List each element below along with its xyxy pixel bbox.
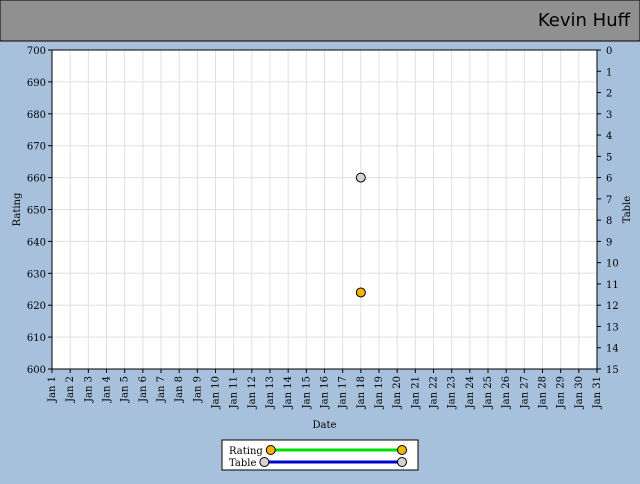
x-tick-label: Jan 10 xyxy=(211,376,222,409)
legend-label: Rating xyxy=(229,446,263,457)
x-tick-label: Jan 4 xyxy=(102,376,113,403)
header-title: Kevin Huff xyxy=(538,10,631,31)
x-tick-label: Jan 26 xyxy=(501,376,512,409)
x-tick-label: Jan 24 xyxy=(465,376,476,409)
y2-tick-label: 9 xyxy=(606,237,612,248)
x-tick-label: Jan 1 xyxy=(47,376,58,403)
y2-tick-label: 8 xyxy=(606,216,612,227)
point xyxy=(355,172,366,183)
y2-tick-label: 14 xyxy=(606,344,619,355)
y-tick-label: 690 xyxy=(27,78,46,89)
plot-frame xyxy=(51,49,598,370)
x-tick-label: Jan 29 xyxy=(556,376,567,409)
y-tick-label: 650 xyxy=(27,206,46,217)
point xyxy=(355,287,366,298)
x-tick-label: Jan 9 xyxy=(192,376,203,403)
x-tick-label: Jan 14 xyxy=(283,376,294,409)
y2-tick-label: 0 xyxy=(606,46,612,57)
y2-tick-label: 13 xyxy=(606,322,619,333)
x-tick-label: Jan 19 xyxy=(374,376,385,409)
y2-tick-label: 3 xyxy=(606,110,612,121)
y2-tick-label: 4 xyxy=(606,131,612,142)
x-tick-label: Jan 30 xyxy=(574,376,585,409)
x-tick-label: Jan 8 xyxy=(174,376,185,403)
y-tick-label: 660 xyxy=(27,174,46,185)
x-tick-label: Jan 12 xyxy=(247,376,258,409)
x-tick-label: Jan 17 xyxy=(338,376,349,409)
legend-box xyxy=(221,439,419,471)
x-tick-label: Jan 13 xyxy=(265,376,276,409)
x-tick-label: Jan 20 xyxy=(392,376,403,409)
header-bar xyxy=(0,0,640,42)
x-tick-label: Jan 16 xyxy=(320,376,331,409)
legend-marker xyxy=(397,445,407,455)
x-tick-label: Jan 22 xyxy=(429,376,440,409)
y2-axis-label: Table xyxy=(622,196,633,223)
x-tick-label: Jan 31 xyxy=(592,376,603,409)
legend-marker xyxy=(397,457,407,467)
x-tick-label: Jan 25 xyxy=(483,376,494,409)
y-tick-label: 610 xyxy=(27,333,46,344)
x-tick-label: Jan 7 xyxy=(156,376,167,403)
x-tick-label: Jan 6 xyxy=(138,376,149,403)
legend-marker xyxy=(265,445,276,455)
x-axis-label: Date xyxy=(313,420,337,431)
y2-tick-label: 7 xyxy=(606,195,612,206)
x-tick-label: Jan 2 xyxy=(65,376,76,403)
x-tick-label: Jan 11 xyxy=(229,376,240,409)
x-tick-label: Jan 21 xyxy=(410,376,421,409)
x-tick-label: Jan 23 xyxy=(447,376,458,409)
y2-tick-label: 5 xyxy=(606,152,612,163)
legend-label: Table xyxy=(229,458,256,469)
y-tick-label: 600 xyxy=(27,365,46,376)
x-tick-label: Jan 3 xyxy=(83,376,94,403)
y2-tick-label: 15 xyxy=(606,365,619,376)
y2-tick-label: 10 xyxy=(606,259,619,270)
y2-tick-label: 12 xyxy=(606,301,619,312)
x-tick-label: Jan 28 xyxy=(538,376,549,409)
y-tick-label: 640 xyxy=(27,237,46,248)
y-tick-label: 680 xyxy=(27,110,46,121)
y2-tick-label: 11 xyxy=(606,280,619,291)
x-tick-label: Jan 15 xyxy=(301,376,312,409)
y-tick-label: 700 xyxy=(27,46,46,57)
x-tick-label: Jan 27 xyxy=(519,376,530,409)
x-tick-label: Jan 5 xyxy=(120,376,131,403)
y-tick-label: 620 xyxy=(27,301,46,312)
y2-tick-label: 2 xyxy=(606,89,612,100)
y2-tick-label: 6 xyxy=(606,174,612,185)
y-tick-label: 630 xyxy=(27,269,46,280)
y-axis-label: Rating xyxy=(12,192,23,226)
x-tick-label: Jan 18 xyxy=(356,376,367,409)
y-tick-label: 670 xyxy=(27,142,46,153)
legend-marker xyxy=(259,457,270,467)
y2-tick-label: 1 xyxy=(606,67,612,78)
